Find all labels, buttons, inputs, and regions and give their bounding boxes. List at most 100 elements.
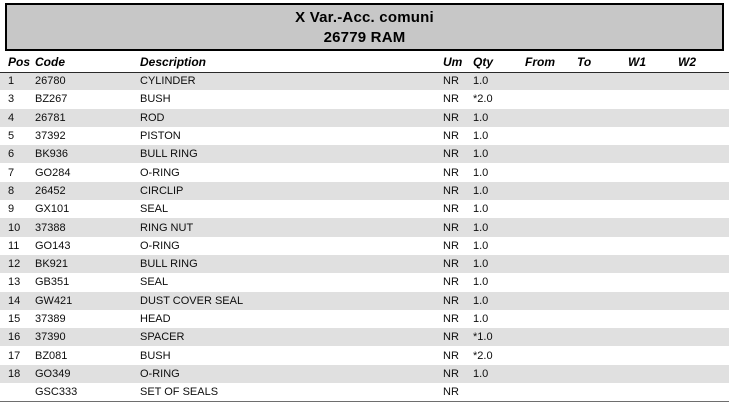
cell-description: BULL RING: [140, 145, 443, 164]
cell-description: CIRCLIP: [140, 181, 443, 201]
cell-from: [525, 291, 577, 310]
cell-w2: [678, 237, 729, 255]
cell-w1: [628, 328, 678, 347]
cell-from: [525, 200, 577, 218]
cell-w2: [678, 108, 729, 127]
cell-from: [525, 145, 577, 164]
cell-to: [577, 310, 628, 328]
cell-qty: *2.0: [473, 93, 493, 106]
cell-to: [577, 273, 628, 291]
cell-description: SEAL: [140, 276, 169, 289]
parts-table: Pos Code Description Um Qty From To W1 W…: [0, 53, 729, 402]
cell-w1: [628, 127, 678, 145]
cell-code: 26780: [35, 72, 140, 91]
cell-code: GO143: [35, 239, 71, 252]
table-row: 14 GW421 DUST COVER SEAL NR 1.0: [0, 291, 729, 310]
table-row: GSC333 SET OF SEALS NR: [0, 383, 729, 401]
cell-from: [525, 127, 577, 145]
cell-to: [577, 181, 628, 201]
table-row: 3 BZ267 BUSH NR *2.0: [0, 90, 729, 108]
cell-w1: [628, 108, 678, 127]
cell-w1: [628, 237, 678, 255]
cell-to: [577, 364, 628, 384]
cell-qty: 1.0: [473, 181, 525, 201]
cell-w1: [628, 218, 678, 237]
cell-description: PISTON: [140, 130, 181, 143]
table-row: 13 GB351 SEAL NR 1.0: [0, 273, 729, 291]
cell-code: GB351: [35, 276, 70, 289]
cell-code: 37389: [35, 313, 66, 325]
cell-w1: [628, 145, 678, 164]
cell-w2: [678, 364, 729, 384]
cell-pos: 8: [0, 181, 35, 201]
cell-pos: 15: [8, 313, 21, 325]
cell-from: [525, 181, 577, 201]
cell-um: NR: [443, 385, 459, 398]
column-header-to: To: [577, 53, 628, 73]
cell-w2: [678, 218, 729, 237]
cell-pos: [0, 383, 35, 401]
cell-description: BUSH: [140, 349, 171, 362]
cell-to: [577, 163, 628, 181]
cell-qty: 1.0: [473, 364, 525, 384]
cell-w2: [678, 127, 729, 145]
cell-qty: 1.0: [473, 313, 489, 325]
cell-pos: 17: [8, 349, 21, 362]
cell-pos: 13: [8, 276, 21, 289]
cell-pos: 11: [8, 239, 20, 252]
cell-pos: 7: [8, 166, 15, 179]
table-row: 5 37392 PISTON NR 1.0: [0, 127, 729, 145]
cell-w2: [678, 163, 729, 181]
cell-w2: [678, 254, 729, 274]
cell-to: [577, 72, 628, 91]
cell-from: [525, 108, 577, 127]
document-title-box: X Var.-Acc. comuni 26779 RAM: [5, 3, 724, 51]
cell-w2: [678, 273, 729, 291]
table-row: 9 GX101 SEAL NR 1.0: [0, 200, 729, 218]
table-row: 12 BK921 BULL RING NR 1.0: [0, 254, 729, 274]
title-line-2: 26779 RAM: [323, 29, 406, 46]
cell-to: [577, 218, 628, 237]
cell-um: NR: [443, 364, 473, 384]
cell-description: O-RING: [140, 166, 180, 179]
cell-um: NR: [443, 108, 473, 127]
parts-table-body: 1 26780 CYLINDER NR 1.0 3 BZ267 BUSH NR …: [0, 72, 729, 401]
cell-code: 26781: [35, 108, 140, 127]
cell-w2: [678, 383, 729, 401]
column-header-code: Code: [35, 53, 140, 73]
cell-code: BZ081: [35, 349, 68, 362]
cell-qty: 1.0: [473, 72, 525, 91]
cell-qty: 1.0: [473, 108, 525, 127]
cell-qty: 1.0: [473, 276, 489, 289]
table-header: Pos Code Description Um Qty From To W1 W…: [0, 53, 729, 73]
cell-pos: 4: [0, 108, 35, 127]
cell-code: BK936: [35, 145, 140, 164]
cell-from: [525, 364, 577, 384]
cell-qty: 1.0: [473, 130, 489, 143]
cell-um: NR: [443, 291, 473, 310]
cell-pos: 6: [0, 145, 35, 164]
cell-um: NR: [443, 145, 473, 164]
table-row: 18 GO349 O-RING NR 1.0: [0, 364, 729, 384]
cell-um: NR: [443, 328, 473, 347]
cell-qty: [473, 383, 525, 401]
cell-w1: [628, 72, 678, 91]
table-row: 10 37388 RING NUT NR 1.0: [0, 218, 729, 237]
table-row: 6 BK936 BULL RING NR 1.0: [0, 145, 729, 164]
cell-pos: 18: [0, 364, 35, 384]
table-row: 11 GO143 O-RING NR 1.0: [0, 237, 729, 255]
cell-um: NR: [443, 166, 459, 179]
column-header-w2: W2: [678, 53, 729, 73]
cell-w1: [628, 200, 678, 218]
cell-um: NR: [443, 313, 459, 325]
cell-code: 26452: [35, 181, 140, 201]
cell-from: [525, 163, 577, 181]
cell-description: SEAL: [140, 203, 169, 216]
cell-qty: 1.0: [473, 218, 525, 237]
cell-to: [577, 127, 628, 145]
cell-from: [525, 310, 577, 328]
cell-um: NR: [443, 239, 459, 252]
cell-qty: 1.0: [473, 166, 489, 179]
cell-to: [577, 90, 628, 108]
cell-um: NR: [443, 218, 473, 237]
